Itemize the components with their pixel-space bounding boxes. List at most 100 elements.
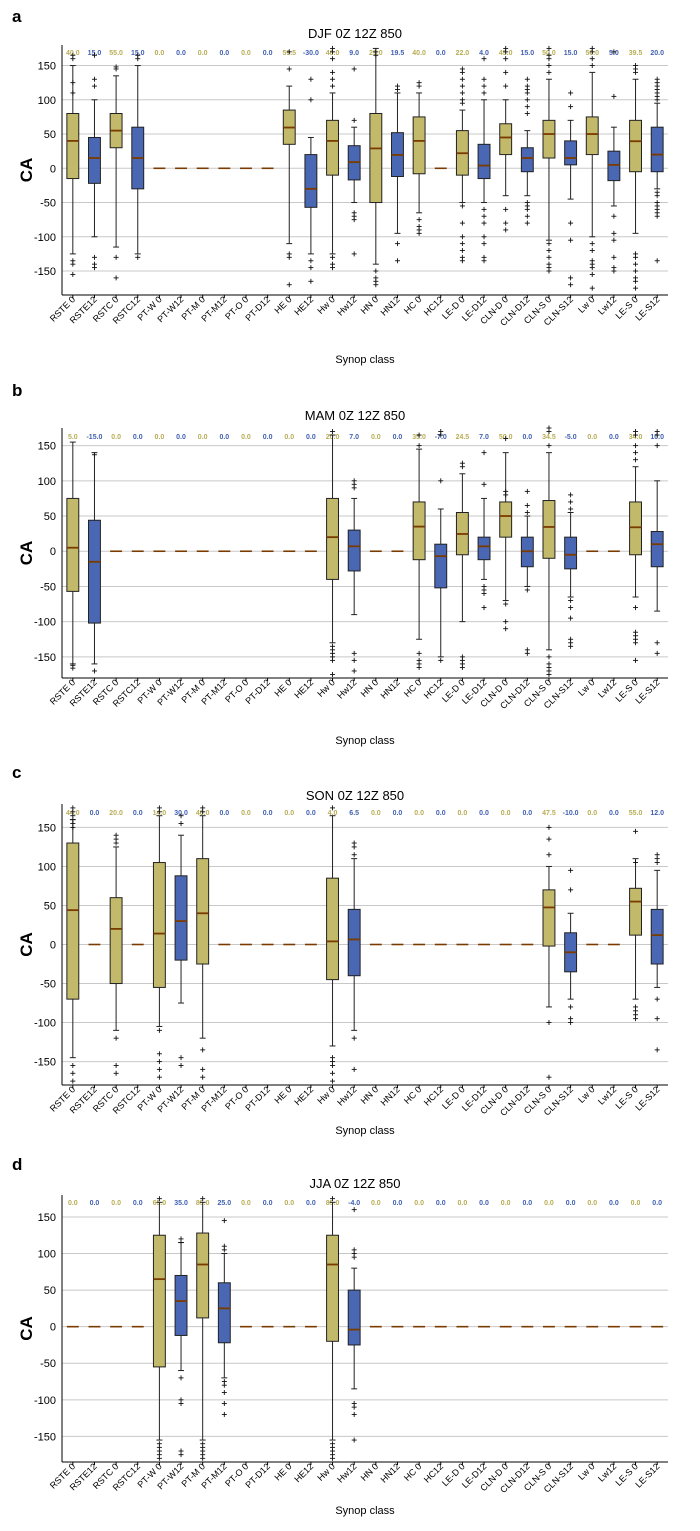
outlier-marker: [113, 1062, 119, 1068]
outlier-marker: [156, 1196, 162, 1202]
outlier-marker: [546, 443, 552, 449]
outlier-marker: [546, 654, 552, 660]
x-tick-label: HE 0: [272, 1084, 293, 1105]
outlier-marker: [351, 251, 357, 257]
median-value-label: 0.0: [241, 1200, 251, 1207]
x-axis-label: Synop class: [335, 735, 395, 747]
x-tick-label: HC 0: [402, 294, 424, 316]
box-iqr: [499, 123, 513, 156]
box-iqr: [326, 497, 339, 580]
outlier-marker: [416, 432, 422, 438]
median-value-label: 0.0: [176, 434, 186, 441]
median-value-label: 0.0: [371, 434, 381, 441]
median-value-label: 22.0: [456, 50, 470, 57]
box-iqr: [542, 500, 556, 559]
y-tick-label: -100: [34, 232, 56, 244]
x-tick-label: HN 0: [359, 294, 381, 316]
y-tick-label: 0: [50, 940, 56, 952]
median-value-label: 0.0: [284, 434, 294, 441]
outlier-marker: [156, 1051, 162, 1057]
outlier-marker: [459, 203, 465, 209]
outlier-marker: [91, 83, 97, 89]
median-value-label: 0.0: [306, 1200, 316, 1207]
x-tick-label: HN 0: [359, 677, 381, 699]
box-iqr: [477, 143, 491, 180]
outlier-marker: [633, 605, 639, 611]
outlier-marker: [633, 268, 639, 274]
x-tick-label: HE12: [292, 294, 315, 317]
outlier-marker: [91, 668, 97, 674]
outlier-marker: [546, 241, 552, 247]
outlier-marker: [178, 1240, 184, 1246]
outlier-marker: [330, 671, 336, 677]
box-iqr: [347, 1289, 361, 1346]
outlier-marker: [330, 805, 336, 811]
outlier-marker: [503, 492, 509, 498]
outlier-marker: [611, 268, 617, 274]
median-value-label: 55.0: [629, 810, 643, 817]
y-tick-label: -150: [34, 1057, 56, 1069]
outlier-marker: [330, 1078, 336, 1084]
outlier-marker: [568, 275, 574, 281]
y-tick-label: 150: [38, 1212, 56, 1224]
outlier-marker: [459, 83, 465, 89]
median-value-label: 7.0: [479, 434, 489, 441]
outlier-marker: [654, 996, 660, 1002]
outlier-marker: [416, 664, 422, 670]
outlier-marker: [546, 824, 552, 830]
outlier-marker: [503, 83, 509, 89]
outlier-marker: [503, 601, 509, 607]
outlier-marker: [589, 241, 595, 247]
outlier-marker: [70, 1078, 76, 1084]
outlier-marker: [438, 478, 444, 484]
outlier-marker: [524, 510, 530, 516]
outlier-marker: [70, 271, 76, 277]
x-tick-label: LE-S12: [633, 1461, 661, 1489]
outlier-marker: [568, 499, 574, 505]
outlier-marker: [654, 640, 660, 646]
outlier-marker: [221, 1247, 227, 1253]
box-iqr: [66, 842, 80, 1000]
box-iqr: [109, 897, 123, 985]
median-value-label: -15.0: [86, 434, 102, 441]
outlier-marker: [221, 1390, 227, 1396]
outlier-marker: [633, 860, 639, 866]
outlier-marker: [481, 605, 487, 611]
x-tick-label: Hw12: [335, 1084, 358, 1107]
outlier-marker: [308, 278, 314, 284]
y-tick-label: -100: [34, 617, 56, 629]
median-value-label: 0.0: [133, 434, 143, 441]
panel-letter: a: [12, 7, 22, 26]
outlier-marker: [308, 258, 314, 264]
outlier-marker: [611, 213, 617, 219]
outlier-marker: [135, 56, 141, 62]
median-value-label: 0.0: [609, 1200, 619, 1207]
outlier-marker: [503, 206, 509, 212]
median-value-label: 0.0: [111, 434, 121, 441]
outlier-marker: [394, 258, 400, 264]
median-value-label: 0.0: [284, 810, 294, 817]
outlier-marker: [481, 220, 487, 226]
y-axis-label: CA: [17, 541, 36, 566]
outlier-marker: [654, 1016, 660, 1022]
box-iqr: [477, 536, 491, 561]
box-iqr: [152, 1234, 166, 1368]
median-value-label: 0.0: [544, 1200, 554, 1207]
panel-title: DJF 0Z 12Z 850: [308, 26, 402, 41]
outlier-marker: [524, 76, 530, 82]
x-axis-label: Synop class: [335, 354, 395, 366]
box-iqr: [542, 119, 556, 159]
median-value-label: 0.0: [501, 810, 511, 817]
x-tick-label: HC 0: [402, 1084, 424, 1106]
y-tick-label: -100: [34, 1395, 56, 1407]
outlier-marker: [91, 265, 97, 271]
x-tick-label: HE 0: [272, 1461, 293, 1482]
median-value-label: 0.0: [371, 810, 381, 817]
median-value-label: 0.0: [501, 1200, 511, 1207]
outlier-marker: [459, 69, 465, 75]
outlier-marker: [611, 237, 617, 243]
outlier-marker: [589, 56, 595, 62]
outlier-marker: [178, 1055, 184, 1061]
y-tick-label: 100: [38, 476, 56, 488]
box-iqr: [88, 136, 101, 184]
